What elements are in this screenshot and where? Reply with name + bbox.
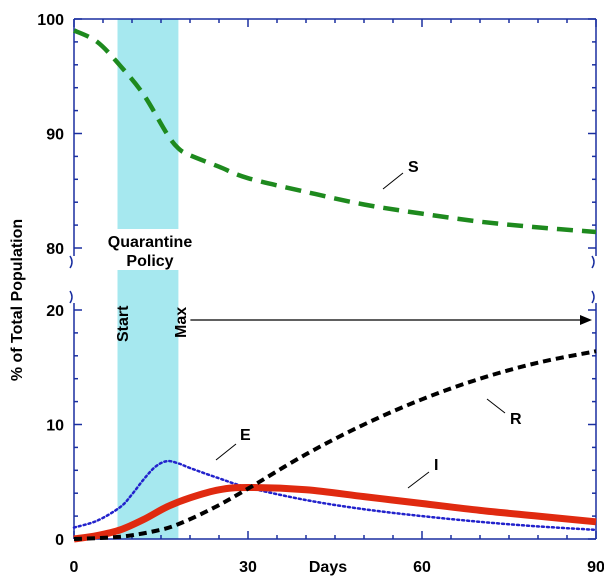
axes: 80 90 100 0 10 20 0 30 90 60	[37, 12, 604, 576]
series-line-i	[73, 483, 597, 543]
x-tick-label: 0	[70, 559, 79, 576]
series-label-i: I	[434, 457, 438, 474]
axis-break-right-upper	[591, 255, 595, 269]
max-arrow-head	[580, 315, 592, 325]
series-line-s	[73, 28, 597, 235]
axis-break-left-lower	[69, 290, 73, 304]
series-label-r: R	[510, 411, 522, 428]
leader-s	[382, 172, 404, 190]
quarantine-band-top	[117, 19, 179, 229]
y-tick-label: 0	[55, 532, 64, 549]
x-tick-label: 30	[239, 559, 257, 576]
quarantine-label-line2: Policy	[126, 253, 173, 270]
leader-i	[407, 471, 430, 489]
series-label-e: E	[240, 427, 251, 444]
quarantine-label-line1: Quarantine	[108, 234, 193, 251]
series-label-s: S	[408, 159, 419, 176]
quarantine-band-bottom	[117, 270, 179, 539]
y-tick-label: 80	[46, 241, 64, 258]
max-arrow	[190, 315, 592, 325]
y-tick-label: 90	[46, 127, 64, 144]
leader-r	[486, 398, 506, 414]
x-axis-label: Days	[309, 559, 347, 576]
y-tick-label: 100	[37, 12, 64, 29]
x-tick-label: 90	[587, 559, 604, 576]
y-tick-label: 10	[46, 418, 64, 435]
x-tick-label-60: 60	[413, 559, 431, 576]
y-axis-label: % of Total Population	[9, 219, 26, 381]
start-label: Start	[115, 305, 132, 342]
y-tick-label: 20	[46, 303, 64, 320]
series-layer	[72, 28, 598, 543]
axis-break-right-lower	[591, 290, 595, 304]
series-line-e	[72, 459, 598, 532]
max-label: Max	[173, 307, 190, 338]
axis-break-left-upper	[69, 255, 73, 269]
leader-e	[215, 443, 237, 461]
series-line-r	[73, 349, 597, 541]
